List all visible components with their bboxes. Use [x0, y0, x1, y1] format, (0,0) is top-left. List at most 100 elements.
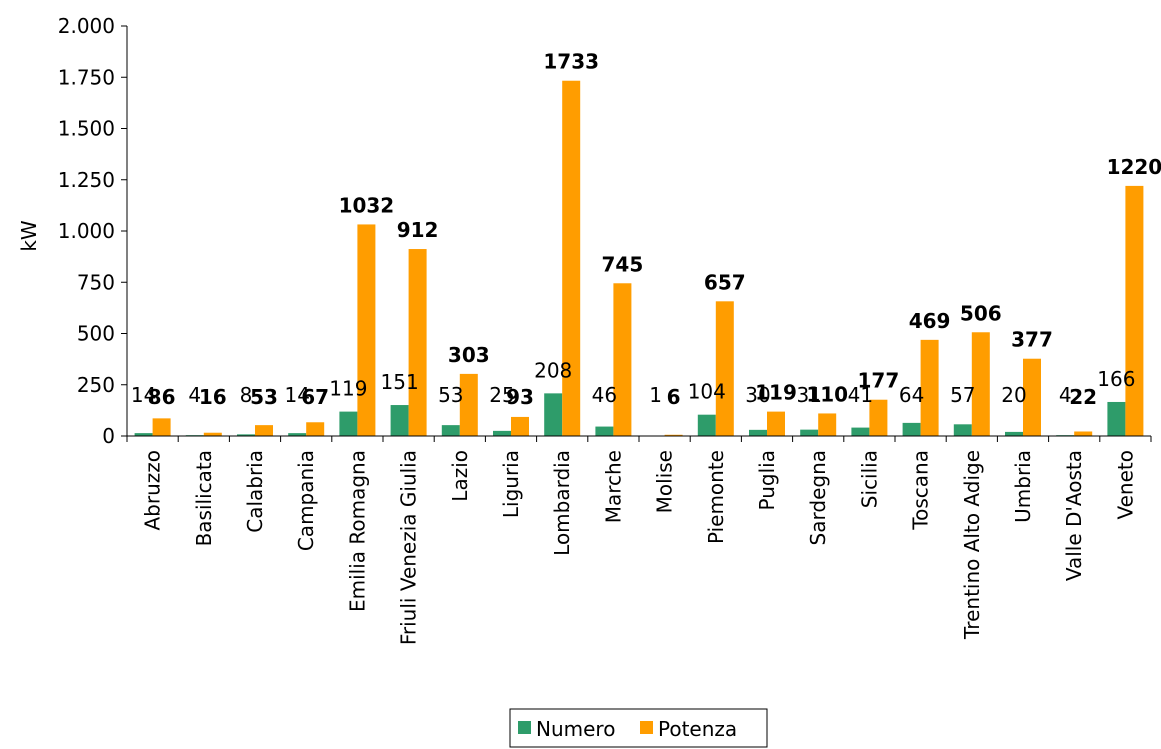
data-label-numero: 8 [240, 383, 253, 407]
x-tick-label: Lazio [448, 450, 472, 502]
bar-numero [697, 414, 716, 436]
data-label-potenza: 657 [704, 270, 746, 294]
bar-potenza [306, 422, 325, 436]
bar-potenza [562, 80, 581, 437]
data-label-numero: 4 [188, 383, 201, 407]
y-tick-label: 1.500 [58, 117, 115, 141]
data-label-numero: 151 [381, 370, 419, 394]
x-tick-label: Calabria [243, 450, 267, 533]
y-tick-label: 500 [77, 322, 115, 346]
data-label-numero: 4 [1059, 383, 1072, 407]
bar-potenza [1023, 358, 1041, 436]
bar-numero [595, 426, 614, 436]
data-label-potenza: 1032 [339, 193, 395, 217]
data-label-potenza: 377 [1011, 328, 1053, 352]
bar-numero [339, 411, 358, 436]
data-label-numero: 30 [745, 383, 770, 407]
y-tick-label: 1.250 [58, 168, 115, 192]
x-tick-label: Trentino Alto Adige [960, 450, 984, 640]
y-tick-label: 250 [77, 373, 115, 397]
x-tick-label: Lombardia [550, 450, 574, 556]
data-label-potenza: 1733 [543, 50, 599, 74]
bar-numero [134, 433, 153, 436]
bar-potenza [767, 411, 785, 436]
x-tick-label: Friuli Venezia Giulia [397, 450, 421, 645]
legend-swatch-potenza [640, 721, 653, 734]
data-label-numero: 41 [848, 383, 873, 407]
bar-potenza [869, 399, 888, 436]
x-tick-label: Puglia [755, 450, 779, 510]
x-tick-label: Valle D'Aosta [1062, 450, 1086, 581]
data-label-numero: 104 [688, 380, 726, 404]
y-tick-label: 0 [102, 424, 115, 448]
bar-potenza [971, 332, 990, 436]
bar-numero [800, 429, 819, 436]
bar-potenza [511, 416, 529, 436]
data-label-numero: 57 [950, 383, 975, 407]
data-label-potenza: 119 [755, 381, 797, 405]
data-label-potenza: 506 [960, 301, 1002, 325]
x-axis [126, 435, 1152, 442]
data-label-potenza: 16 [199, 385, 227, 409]
x-tick-label: Campania [294, 450, 318, 551]
data-label-numero: 1 [649, 383, 662, 407]
data-label-potenza: 1220 [1107, 155, 1161, 179]
bar-potenza [408, 249, 427, 436]
y-tick-label: 750 [77, 270, 115, 294]
bars [134, 80, 1144, 437]
legend-label-numero: Numero [536, 717, 615, 741]
data-label-potenza: 745 [602, 252, 644, 276]
x-tick-label: Liguria [499, 450, 523, 518]
data-label-numero: 20 [1001, 383, 1026, 407]
bar-potenza [613, 283, 632, 436]
bar-numero [953, 424, 972, 436]
bar-potenza [1074, 431, 1093, 436]
x-tick-label: Toscana [909, 450, 933, 531]
data-label-potenza: 303 [448, 343, 490, 367]
data-label-numero: 119 [329, 377, 367, 401]
bar-potenza [920, 339, 939, 436]
data-label-potenza: 53 [250, 385, 278, 409]
bar-potenza [664, 434, 683, 436]
bar-potenza [203, 432, 222, 436]
legend-swatch-numero [518, 721, 531, 734]
x-tick-label: Veneto [1113, 450, 1137, 520]
data-label-potenza: 93 [506, 385, 534, 409]
data-label-potenza: 912 [397, 218, 439, 242]
x-tick-label: Piemonte [704, 450, 728, 544]
legend-box [509, 708, 768, 748]
x-tick-label: Sicilia [857, 450, 881, 508]
bar-numero [749, 429, 767, 436]
x-tick-label: Umbria [1011, 450, 1035, 523]
bar-potenza [255, 425, 273, 436]
bar-numero [493, 430, 511, 436]
x-tick-labels: Abruzzo Basilicata Calabria Campania Emilia … [141, 450, 1138, 645]
x-tick-label: Basilicata [192, 450, 216, 546]
data-label-numero: 166 [1097, 367, 1135, 391]
x-tick-label: Molise [653, 450, 677, 513]
data-label-potenza: 67 [301, 385, 329, 409]
legend-label-potenza: Potenza [658, 717, 737, 741]
bar-numero [544, 393, 563, 436]
data-label-numero: 208 [534, 358, 572, 382]
x-tick-label: Abruzzo [141, 450, 165, 531]
y-tick-label: 2.000 [58, 14, 115, 38]
data-label-potenza: 22 [1069, 385, 1097, 409]
data-label-potenza: 110 [806, 382, 848, 406]
data-label-numero: 25 [489, 383, 514, 407]
y-tick-label: 1.750 [58, 65, 115, 89]
bar-numero [237, 434, 255, 436]
bar-potenza [715, 301, 734, 436]
y-axis-title: kW [17, 220, 41, 252]
bar-numero [902, 422, 921, 436]
bar-potenza [357, 224, 376, 436]
y-tick-label: 1.000 [58, 219, 115, 243]
data-label-numero: 46 [592, 383, 617, 407]
data-label-numero: 53 [438, 383, 463, 407]
bar-potenza [1125, 185, 1144, 436]
bar-numero [288, 433, 307, 436]
data-label-numero: 14 [284, 383, 309, 407]
x-tick-label: Sardegna [806, 450, 830, 545]
